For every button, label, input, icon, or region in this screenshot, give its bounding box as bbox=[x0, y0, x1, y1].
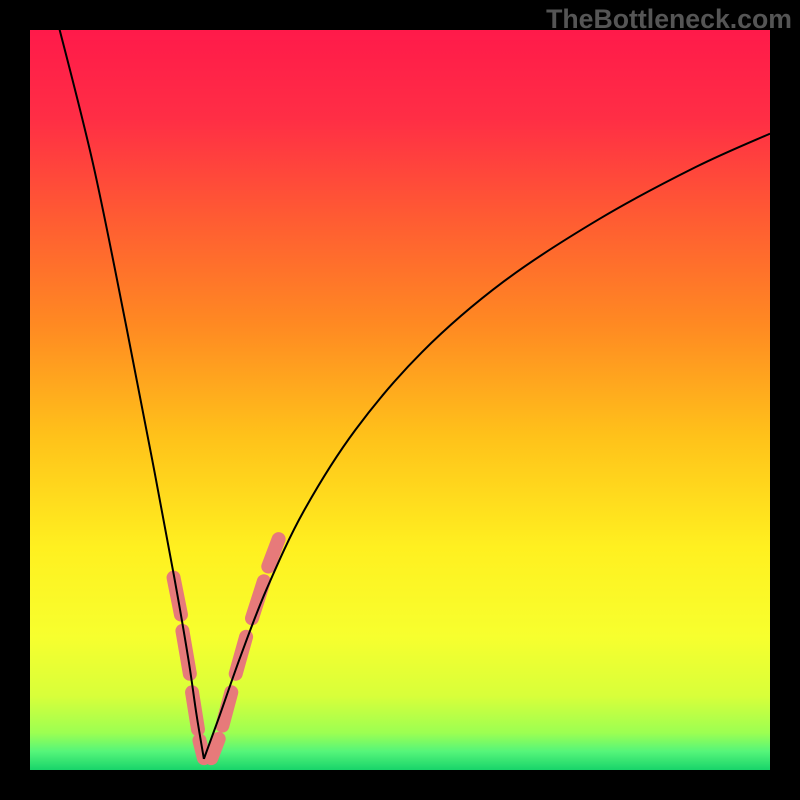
bottleneck-curve bbox=[56, 30, 770, 759]
watermark-text: TheBottleneck.com bbox=[546, 4, 792, 35]
plot-area bbox=[30, 30, 770, 770]
frame-left bbox=[0, 0, 30, 800]
frame-bottom bbox=[0, 770, 800, 800]
markers-group bbox=[174, 539, 279, 758]
curve-marker bbox=[211, 739, 218, 758]
curve-layer bbox=[30, 30, 770, 770]
curve-marker bbox=[268, 539, 278, 566]
frame-right bbox=[770, 0, 800, 800]
